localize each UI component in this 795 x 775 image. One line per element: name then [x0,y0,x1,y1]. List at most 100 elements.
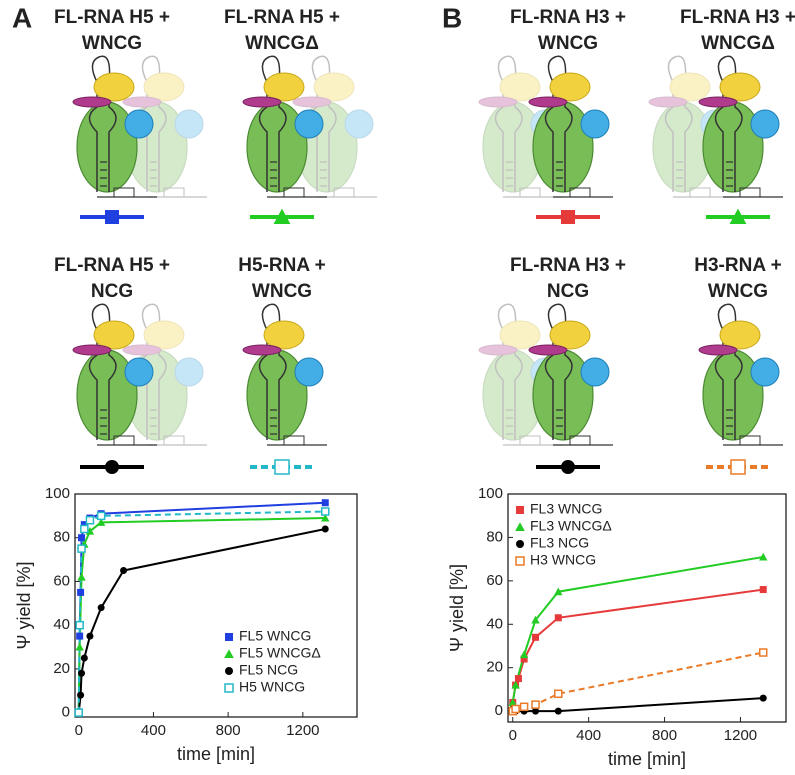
y-tick-label: 40 [486,615,503,632]
data-point [514,675,522,683]
series-line [512,651,764,712]
data-point [80,524,89,534]
y-tick-label: 80 [486,528,503,545]
data-point [321,513,330,522]
legend-marker [225,633,233,641]
construct-title: FL-RNA H3 + [510,7,626,28]
y-axis-label: Ψ yield [%] [447,564,467,652]
data-point [85,515,95,525]
x-tick-label: 800 [652,727,677,744]
data-point [532,633,540,641]
construct-title: FL-RNA H5 + [224,7,340,28]
construct-title: H3-RNA + [694,255,781,276]
data-point [75,642,84,651]
data-point [531,700,540,709]
data-point [96,518,106,526]
data-point [75,620,84,630]
data-point [508,698,517,706]
construct-title: NCG [547,281,589,302]
complex-diagram [698,303,784,446]
legend-label: FL5 WNCGΔ [239,645,321,661]
legend-marker [224,649,234,658]
legend-label: FL5 NCG [239,662,298,678]
y-tick-label: 80 [53,529,70,546]
key-marker [730,459,746,475]
legend-marker [225,667,233,675]
y-tick-label: 40 [53,616,70,633]
data-point [120,567,128,575]
data-point [321,499,329,507]
diagrams [72,55,784,446]
legend-label: FL5 WNCG [239,628,311,644]
data-point [519,650,529,659]
key-marker [105,460,119,474]
data-point [321,507,330,516]
complex [698,303,784,446]
data-point [86,632,94,640]
complex [528,55,614,198]
x-tick-label: 800 [216,722,241,739]
data-point [759,694,767,702]
data-point [77,691,85,699]
data-point [511,680,520,689]
key-marker [729,208,747,224]
data-point [554,614,562,622]
data-point [80,521,88,529]
x-tick-label: 0 [509,727,517,744]
plot-frame [74,493,358,718]
complex-diagram [72,303,208,446]
data-point [554,587,563,596]
legend-marker [515,522,525,531]
x-tick-label: 1200 [286,722,319,739]
y-tick-label: 0 [495,702,503,719]
key-marker [105,210,119,224]
series-line [511,555,764,703]
complex [698,55,784,198]
x-axis-label: time [min] [608,749,686,769]
data-point [77,588,85,596]
construct-title: WNCGΔ [701,33,775,54]
data-point [520,655,528,663]
legend-label: FL3 WNCG [530,501,602,517]
series-line [512,697,764,713]
construct-title: WNCG [82,33,142,54]
y-tick-label: 0 [62,704,70,721]
key-marker [561,460,575,474]
complex-diagram [72,55,208,198]
x-tick-label: 1200 [724,727,757,744]
data-point [77,544,86,553]
panel-label: B [442,2,462,33]
data-point [532,707,540,715]
data-point [554,689,563,699]
data-point [759,586,767,594]
data-point [74,708,83,717]
data-point [321,525,329,533]
data-point [511,704,520,714]
x-tick-label: 0 [75,722,83,739]
construct-title: H5-RNA + [238,255,325,276]
panel-label: A [12,2,32,33]
construct-title: WNCG [538,33,598,54]
data-point [76,632,84,640]
x-tick-label: 400 [576,727,601,744]
complex-diagram [242,55,378,198]
complex [242,303,328,446]
complex-diagram [648,55,784,198]
y-tick-label: 60 [53,572,70,589]
construct-title: WNCGΔ [245,33,319,54]
legend-marker [224,683,234,693]
y-tick-label: 60 [486,572,503,589]
construct-title: FL-RNA H5 + [54,255,170,276]
complex-diagram [478,55,614,198]
legend-label: H3 WNCG [530,552,596,568]
series-line [511,588,764,703]
data-point [77,572,86,581]
data-point [758,648,768,657]
data-point [759,552,768,561]
data-point [78,669,86,677]
key-marker [274,459,290,475]
plot-frame [507,493,787,723]
complex [528,303,614,446]
data-point [96,511,106,521]
legend-marker [516,540,524,548]
